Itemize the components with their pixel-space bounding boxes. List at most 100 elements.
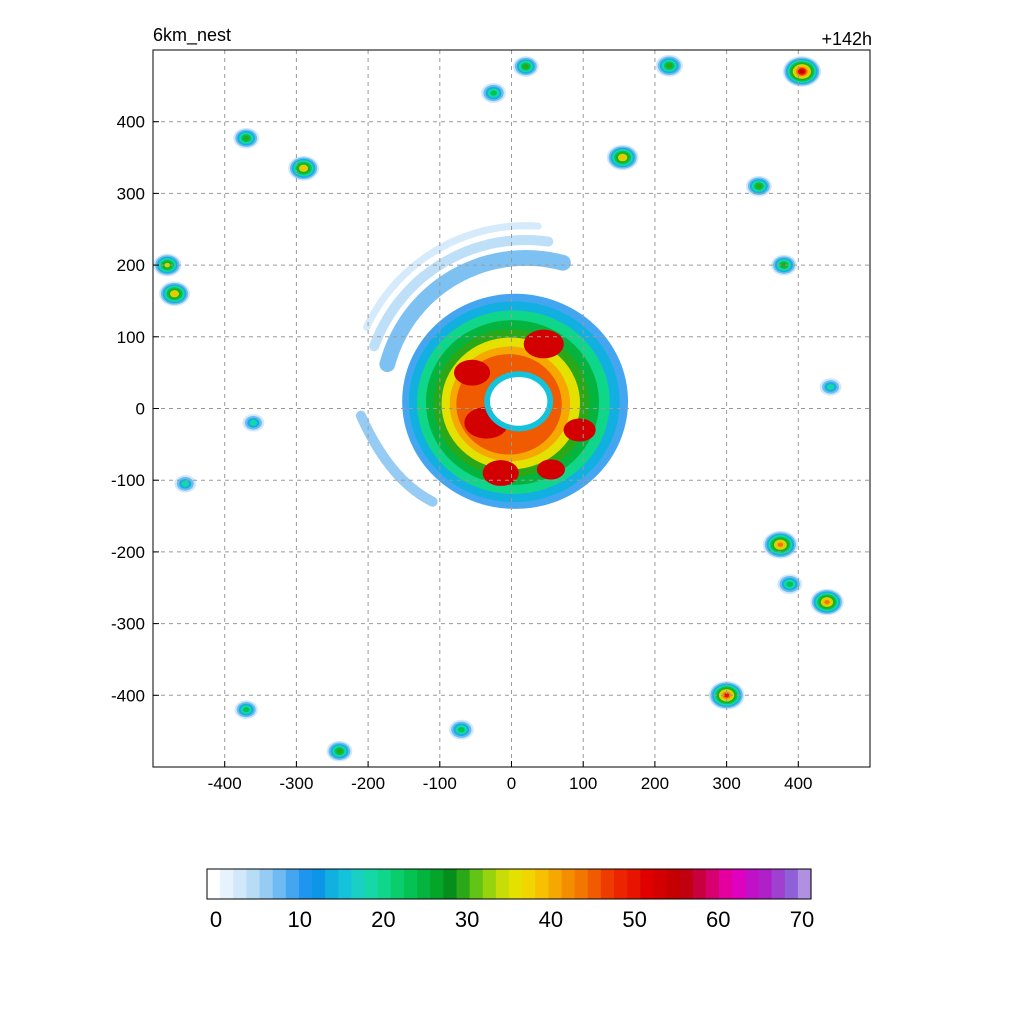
storm-eye [489,376,548,426]
cell-contour [755,183,762,189]
y-axis: 400 300 200 100 0 -100 -200 -300 -400 [111,113,159,705]
x-tick-label: 0 [507,774,516,793]
y-tick-label: -400 [111,686,145,705]
outer-rainband [355,222,571,507]
colorbar-tick-label: 40 [539,907,563,932]
colorbar-swatch [784,869,799,899]
cell-contour [171,291,178,296]
cell-contour [522,64,529,69]
colorbar-swatch [482,869,497,899]
y-tick-label: 300 [117,184,145,203]
colorbar-swatch [666,869,681,899]
y-tick-label: -300 [111,615,145,634]
colorbar-swatch [679,869,694,899]
colorbar-swatch [719,869,733,899]
cell-contour [181,480,189,487]
colorbar-swatch [705,869,720,899]
cell-cell-e-1 [771,254,797,276]
colorbar-swatch [220,869,234,899]
cell-cell-w-3 [242,414,265,432]
colorbar-swatch [509,869,523,899]
cell-cell-n-1 [512,56,539,77]
cell-contour [243,135,250,141]
colorbar-swatch [640,869,655,899]
y-tick-label: 0 [136,400,145,419]
colorbar-swatch [351,869,366,899]
rainband-arc [363,222,542,331]
colorbar: 0 10 20 30 40 50 60 70 [206,868,814,932]
x-tick-label: 400 [784,774,812,793]
cell-contour [336,748,343,754]
x-tick-label: -300 [279,774,313,793]
eyewall-core [563,418,596,442]
cell-contour [490,90,497,96]
colorbar-swatch [338,869,353,899]
colorbar-swatch [614,869,628,899]
x-tick-label: 300 [712,774,740,793]
cell-contour [780,262,787,268]
x-tick-label: -200 [351,774,385,793]
colorbar-swatch [312,869,326,899]
cell-contour [799,69,805,74]
cell-contour [824,599,830,605]
colorbar-swatch [653,869,668,899]
cell-cell-ne-top [782,56,822,87]
cell-contour [619,155,626,160]
y-tick-label: -100 [111,471,145,490]
colorbar-swatch [548,869,563,899]
colorbar-swatch [745,869,760,899]
colorbar-swatch [587,869,602,899]
colorbar-swatch [298,869,313,899]
colorbar-swatch [692,869,707,899]
cell-cell-e-5 [810,588,844,616]
colorbar-swatch [246,869,261,899]
colorbar-swatch [430,869,444,899]
colorbar-swatch [403,869,418,899]
x-tick-label: -100 [423,774,457,793]
y-tick-label: 200 [117,256,145,275]
colorbar-tick-label: 20 [371,907,395,932]
x-tick-label: -400 [208,774,242,793]
cell-cell-n-3 [606,144,639,171]
eyewall-core [523,329,564,359]
cell-cell-e-4 [762,530,798,559]
colorbar-frame [206,868,812,900]
colorbar-swatch [377,869,392,899]
colorbar-swatch [259,869,274,899]
x-tick-label: 200 [641,774,669,793]
cell-cell-sw-1 [234,700,258,719]
colorbar-swatch [325,869,339,899]
x-axis: -400 -300 -200 -100 0 100 200 300 400 [208,761,812,793]
cell-cell-s-2 [326,740,353,762]
cell-cell-se-1 [708,680,745,710]
cell-cell-e-3 [819,378,842,396]
cell-cell-w-2 [159,281,190,307]
cell-cell-e-6 [777,574,803,595]
colorbar-tick-label: 60 [706,907,730,932]
cell-contour [249,419,258,426]
cell-cell-ne-2 [655,54,683,77]
cell-contour [786,581,794,587]
eyewall-core [482,460,519,486]
y-tick-label: 100 [117,328,145,347]
colorbar-swatch [390,869,405,899]
rainband-arc [369,234,554,352]
colorbar-swatch [535,869,549,899]
cell-cell-n-2 [481,83,506,103]
cell-contour [724,693,730,698]
cell-cell-w-4 [174,475,197,493]
colorbar-tick-label: 50 [622,907,646,932]
colorbar-swatch [233,869,247,899]
colorbar-swatch [561,869,576,899]
colorbar-swatch [574,869,589,899]
rainband-arc [355,410,438,507]
cell-contour [300,166,307,171]
cell-contour [164,262,171,268]
colorbar-tick-label: 30 [455,907,479,932]
y-tick-label: -200 [111,543,145,562]
eyewall-core [453,359,491,386]
colorbar-swatch [417,869,431,899]
colorbar-swatch [495,869,510,899]
chart-title-left: 6km_nest [153,25,231,46]
